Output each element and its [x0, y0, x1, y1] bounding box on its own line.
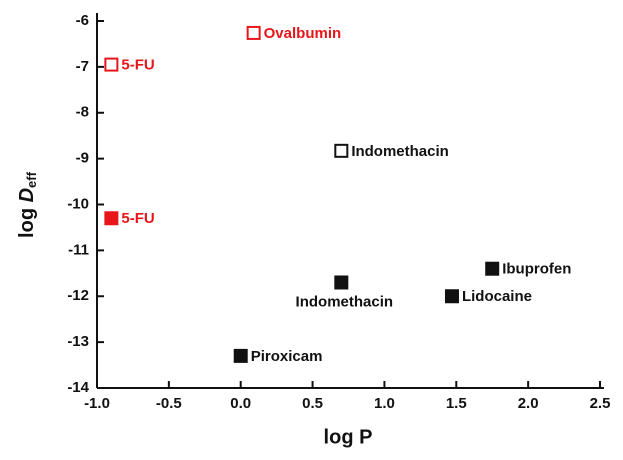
- x-tick-label: 0.5: [302, 395, 323, 412]
- y-axis-label: log Deff: [16, 171, 39, 238]
- data-point: [246, 25, 261, 40]
- x-tick-label: -1.0: [84, 395, 110, 412]
- y-label-subscript: eff: [24, 171, 39, 188]
- y-tick-label: -14: [67, 379, 89, 396]
- y-tick-label: -11: [68, 241, 89, 258]
- point-label: Indomethacin: [351, 143, 449, 160]
- y-label-text: log: [16, 208, 38, 238]
- y-tick-label: -6: [76, 12, 89, 29]
- y-tick-label: -10: [67, 195, 89, 212]
- y-label-symbol: D: [16, 188, 38, 202]
- y-tick-label: -8: [76, 104, 89, 121]
- y-tick-label: -13: [67, 333, 89, 350]
- point-label: 5-FU: [121, 210, 154, 227]
- x-axis-label: log P: [324, 426, 373, 448]
- data-point: [334, 275, 349, 290]
- point-label: 5-FU: [121, 57, 154, 74]
- x-tick-label: 1.0: [374, 395, 395, 412]
- data-point: [104, 211, 119, 226]
- data-point: [233, 348, 248, 363]
- point-label: Ovalbumin: [264, 25, 342, 42]
- point-label: Lidocaine: [462, 288, 532, 305]
- x-tick-label: 2.5: [590, 395, 611, 412]
- point-label: Indomethacin: [296, 293, 394, 310]
- x-tick-label: 0.0: [230, 395, 251, 412]
- data-point: [104, 57, 119, 72]
- x-tick-label: 1.5: [446, 395, 467, 412]
- x-tick-label: 2.0: [518, 395, 539, 412]
- y-tick-label: -12: [67, 287, 89, 304]
- y-tick-label: -9: [76, 150, 89, 167]
- x-tick-label: -0.5: [156, 395, 182, 412]
- data-point: [334, 143, 349, 158]
- y-tick-label: -7: [76, 58, 89, 75]
- point-label: Piroxicam: [251, 348, 323, 365]
- data-point: [444, 289, 459, 304]
- data-point: [485, 261, 500, 276]
- point-label: Ibuprofen: [502, 261, 571, 278]
